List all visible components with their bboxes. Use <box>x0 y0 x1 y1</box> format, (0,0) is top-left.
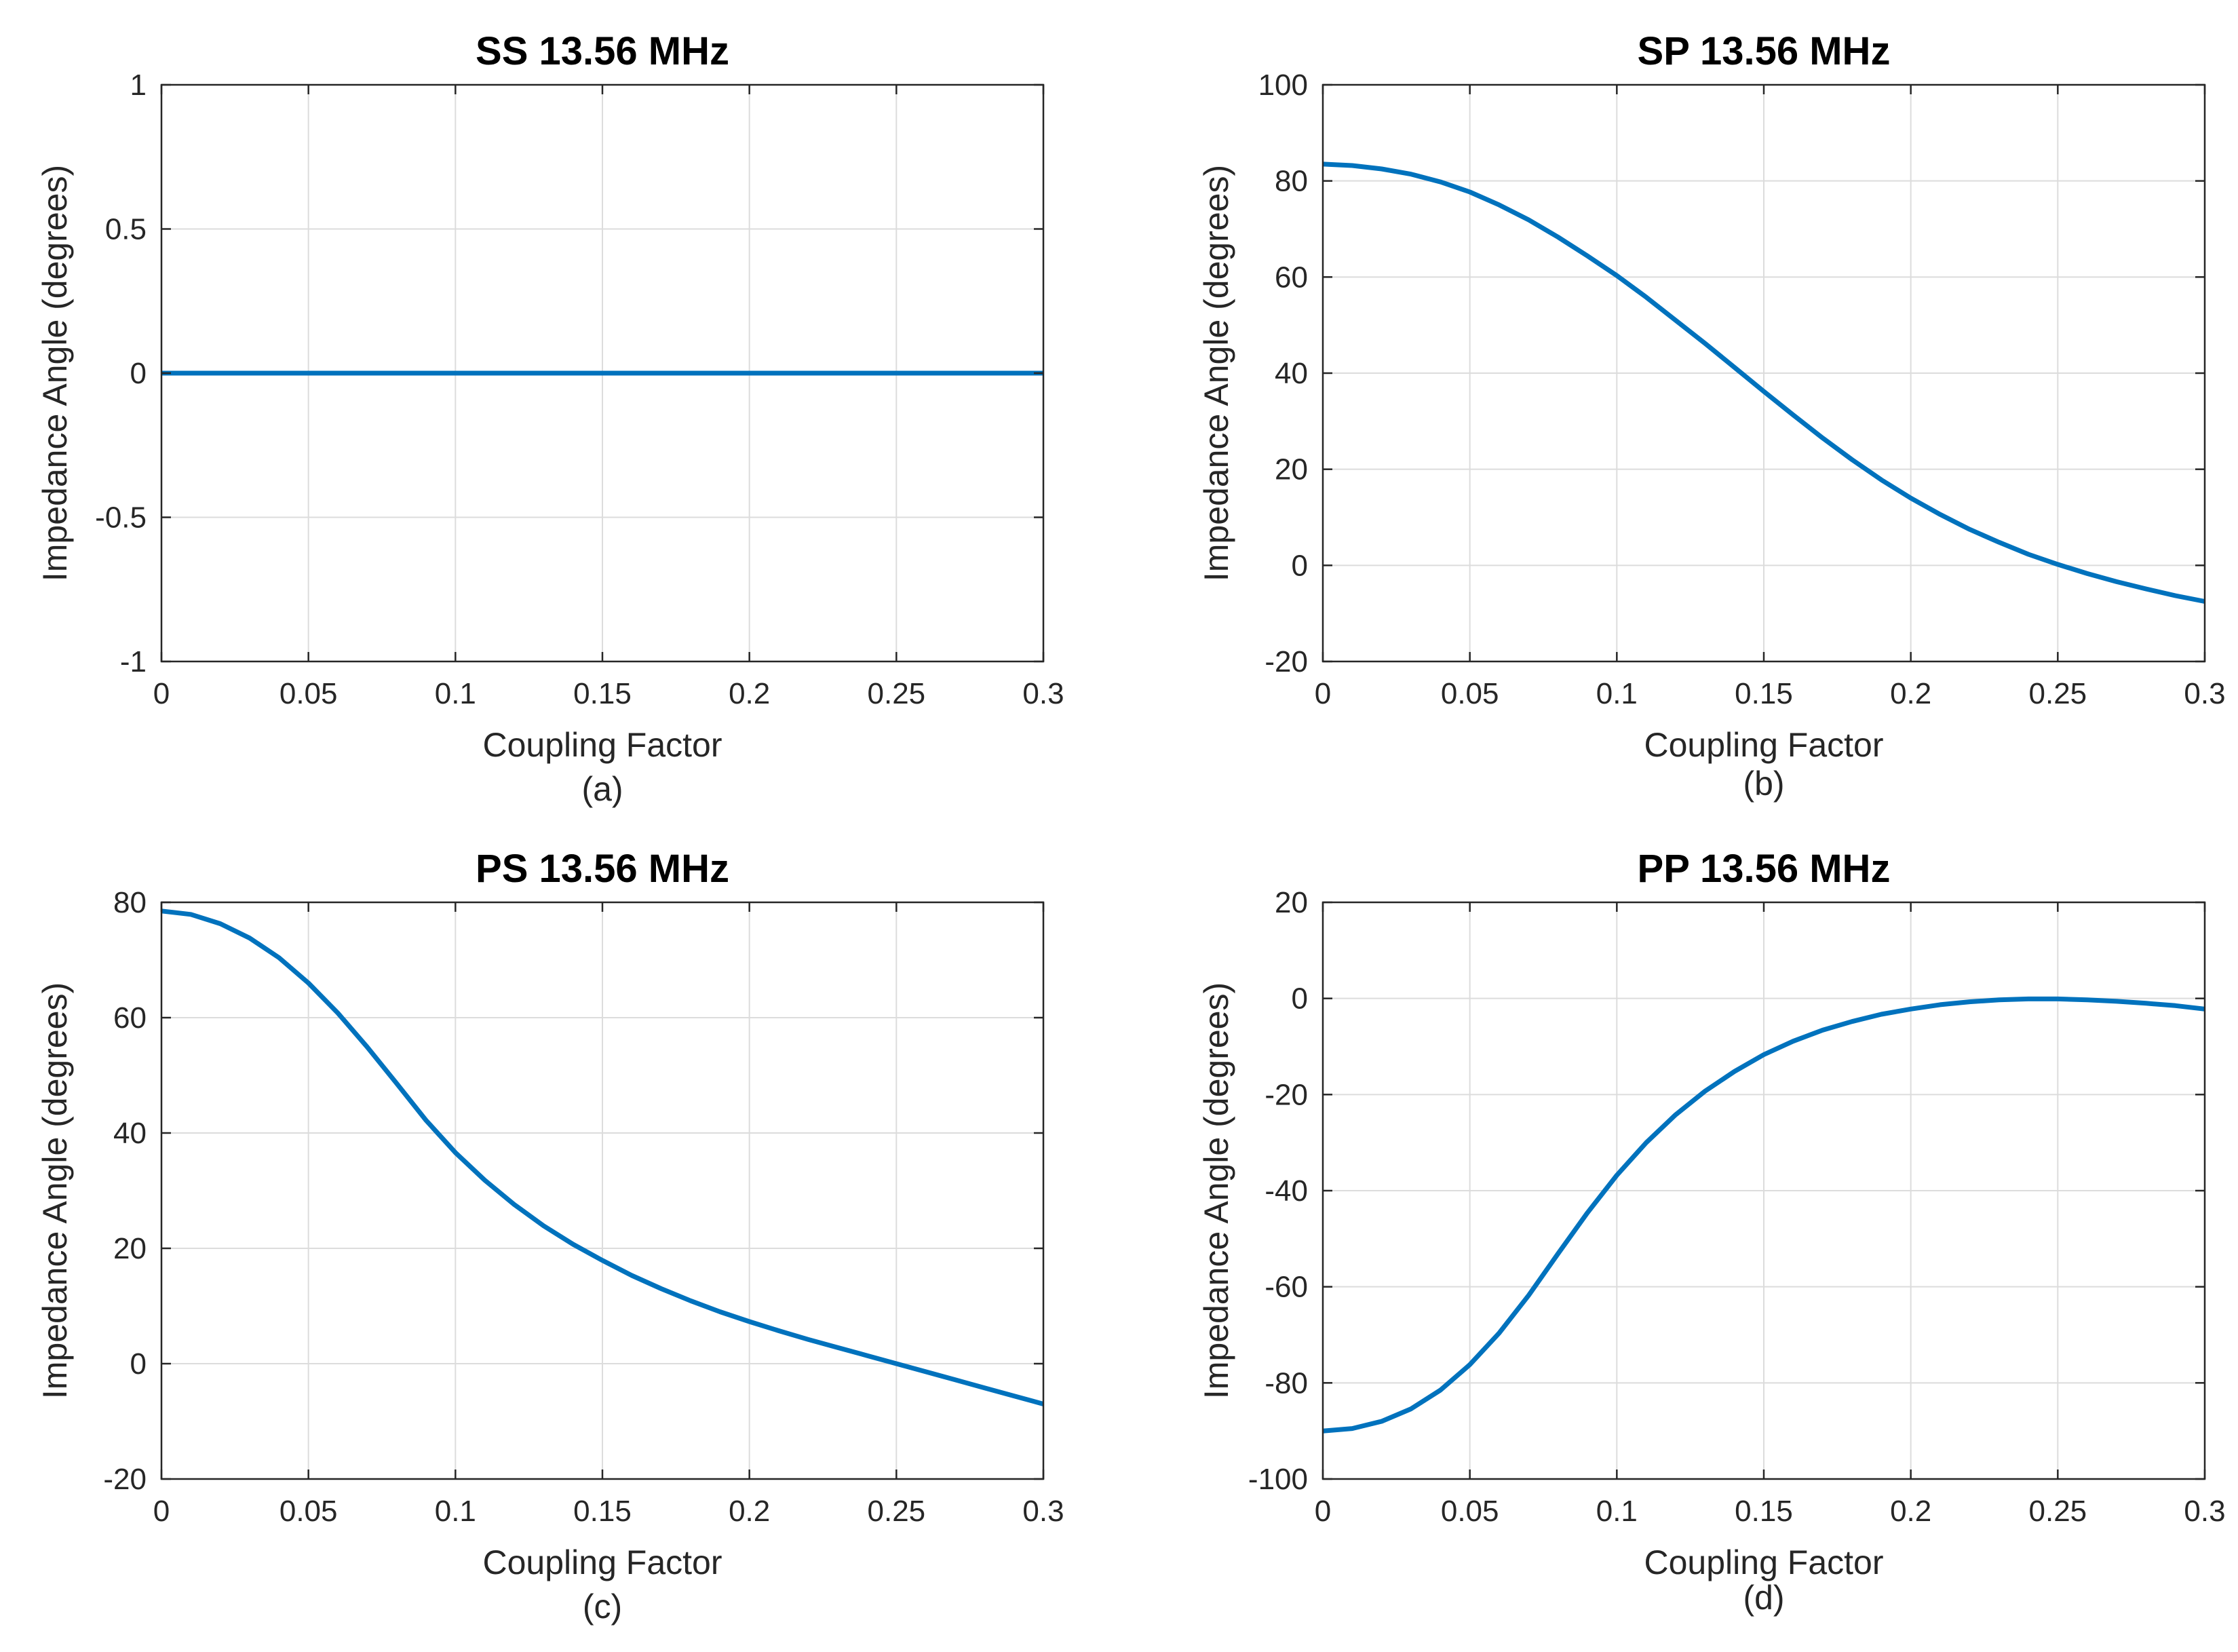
x-tick-label: 0.2 <box>729 677 770 710</box>
x-tick-label: 0.15 <box>573 677 632 710</box>
panel-caption: (a) <box>581 770 623 808</box>
y-tick-label: 80 <box>113 886 147 919</box>
y-tick-label: -100 <box>1248 1463 1308 1496</box>
y-tick-label: -20 <box>103 1463 147 1496</box>
y-tick-label: 0.5 <box>105 213 147 246</box>
x-tick-label: 0.2 <box>1890 1495 1931 1528</box>
x-tick-label: 0.25 <box>2029 1495 2087 1528</box>
x-tick-label: 0.15 <box>1735 677 1793 710</box>
x-tick-label: 0 <box>1315 1495 1331 1528</box>
y-tick-label: 100 <box>1258 69 1308 102</box>
y-tick-label: 20 <box>1275 453 1308 486</box>
chart-title: PP 13.56 MHz <box>1638 847 1891 891</box>
x-tick-label: 0.1 <box>1596 1495 1638 1528</box>
x-tick-label: 0.25 <box>2029 677 2087 710</box>
y-tick-label: 0 <box>130 1347 147 1381</box>
x-axis-label: Coupling Factor <box>483 726 722 764</box>
y-tick-label: -1 <box>120 645 147 678</box>
y-tick-label: 80 <box>1275 165 1308 198</box>
x-tick-label: 0 <box>153 677 170 710</box>
x-tick-label: 0.1 <box>435 677 476 710</box>
series-line-ps <box>161 908 1044 1406</box>
series-line-pp <box>1322 996 2205 1434</box>
y-tick-label: -0.5 <box>95 501 147 535</box>
x-tick-label: 0.2 <box>1890 677 1931 710</box>
x-tick-label: 0.15 <box>573 1495 632 1528</box>
y-tick-label: -60 <box>1265 1271 1308 1304</box>
chart-title: SS 13.56 MHz <box>476 29 729 73</box>
y-axis-label: Impedance Angle (degrees) <box>36 165 74 581</box>
y-tick-label: 40 <box>113 1117 147 1150</box>
y-tick-label: -20 <box>1265 645 1308 678</box>
y-tick-label: 0 <box>1292 549 1308 582</box>
x-tick-label: 0.1 <box>1596 677 1638 710</box>
panel-caption: (d) <box>1743 1579 1784 1617</box>
chart-title: PS 13.56 MHz <box>476 847 729 891</box>
y-tick-label: -20 <box>1265 1078 1308 1111</box>
y-tick-label: 60 <box>113 1001 147 1035</box>
y-tick-label: 40 <box>1275 357 1308 390</box>
chart-panel-3: 0 0.05 0.1 0.15 0.2 0.25 0.3 -100 -80 -60 -40 -20 0 2… <box>1197 847 2226 1617</box>
y-axis-label: Impedance Angle (degrees) <box>36 982 74 1399</box>
chart-panel-0: 0 0.05 0.1 0.15 0.2 0.25 0.3 -1 -0.5 0 0.5 1 SS 13.5… <box>36 29 1064 808</box>
panel-caption: (b) <box>1743 765 1784 803</box>
x-tick-label: 0.3 <box>2184 1495 2225 1528</box>
x-axis-label: Coupling Factor <box>1644 1543 1884 1581</box>
x-tick-label: 0.25 <box>868 677 926 710</box>
y-tick-label: 20 <box>1275 886 1308 919</box>
x-tick-label: 0.1 <box>435 1495 476 1528</box>
series-line-sp <box>1322 161 2205 604</box>
x-tick-label: 0.05 <box>1441 677 1499 710</box>
y-tick-label: 1 <box>130 69 147 102</box>
y-tick-label: -40 <box>1265 1174 1308 1208</box>
y-tick-label: 20 <box>113 1232 147 1265</box>
x-tick-label: 0.05 <box>279 677 338 710</box>
chart-panel-1: 0 0.05 0.1 0.15 0.2 0.25 0.3-20020406080100SP … <box>1197 29 2226 803</box>
x-tick-label: 0.05 <box>279 1495 338 1528</box>
x-tick-label: 0.2 <box>729 1495 770 1528</box>
chart-title: SP 13.56 MHz <box>1638 29 1891 73</box>
x-axis-label: Coupling Factor <box>1644 726 1884 764</box>
x-tick-label: 0.05 <box>1441 1495 1499 1528</box>
y-axis-label: Impedance Angle (degrees) <box>1197 165 1235 581</box>
panel-caption: (c) <box>583 1588 622 1626</box>
y-tick-label: -80 <box>1265 1366 1308 1400</box>
x-axis-label: Coupling Factor <box>483 1543 722 1581</box>
x-tick-label: 0 <box>1315 677 1331 710</box>
y-tick-label: 0 <box>130 357 147 390</box>
x-tick-label: 0.3 <box>1022 1495 1064 1528</box>
y-tick-label: 60 <box>1275 261 1308 294</box>
x-tick-label: 0 <box>153 1495 170 1528</box>
x-tick-label: 0.3 <box>1022 677 1064 710</box>
x-tick-label: 0.3 <box>2184 677 2225 710</box>
x-tick-label: 0.15 <box>1735 1495 1793 1528</box>
y-tick-label: 0 <box>1292 982 1308 1016</box>
x-tick-label: 0.25 <box>868 1495 926 1528</box>
y-axis-label: Impedance Angle (degrees) <box>1197 982 1235 1399</box>
